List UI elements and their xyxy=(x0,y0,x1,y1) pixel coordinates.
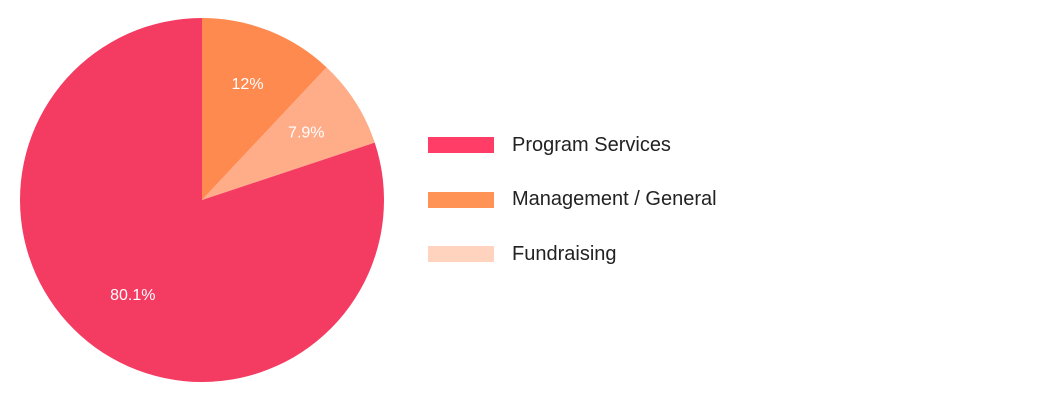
pie-slice-program-services[interactable] xyxy=(20,18,385,382)
legend-item-program-services[interactable]: Program Services xyxy=(428,130,717,160)
pie-slice-label-program-services: 80.1% xyxy=(110,287,155,304)
pie-slice-label-fundraising: 7.9% xyxy=(288,125,324,142)
legend-label-management-general: Management / General xyxy=(512,188,717,210)
legend-label-fundraising: Fundraising xyxy=(512,242,617,265)
legend: Program Services Management / General Fu… xyxy=(428,130,717,294)
pie-slice-labels: 12% 7.9% 80.1% xyxy=(110,76,324,304)
pie-slices xyxy=(20,18,385,382)
legend-swatch-program-services xyxy=(428,137,494,153)
legend-item-fundraising[interactable]: Fundraising xyxy=(428,239,717,269)
legend-swatch-management-general xyxy=(428,191,494,208)
pie-slice-management-general[interactable] xyxy=(202,18,327,200)
legend-swatch-fundraising xyxy=(428,246,494,262)
legend-item-management-general[interactable]: Management / General xyxy=(428,185,717,215)
pie-slice-fundraising[interactable] xyxy=(202,67,375,200)
legend-label-program-services: Program Services xyxy=(512,133,671,156)
pie-slice-label-management-general: 12% xyxy=(232,76,264,93)
